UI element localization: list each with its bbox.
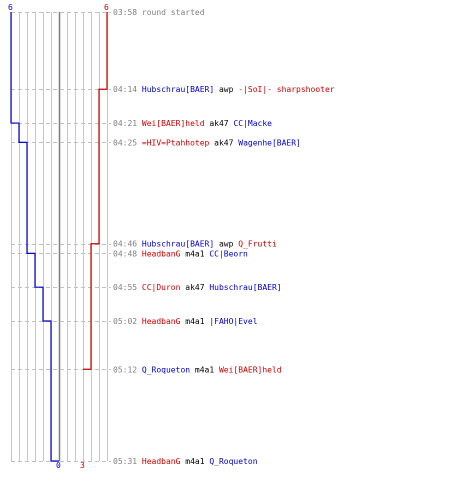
event-text: ak47 [180,283,209,292]
series-start-label: 6 [104,3,109,12]
event-row: 05:02 HeadbanG m4a1 |FAHO|Evel [113,317,258,326]
event-text: CC|Macke [233,119,272,128]
series-end-label: 0 [56,461,61,470]
event-text: CC|Beorn [209,249,248,258]
event-text: m4a1 [180,457,209,466]
event-text: awp [214,85,238,94]
event-row: 04:14 Hubschrau[BAER] awp -|SoI|- sharps… [113,85,335,94]
event-time: 04:14 [113,85,142,94]
event-text: Q_Roqueton [209,457,257,466]
event-row: 04:25 =HIV=Ptahhotep ak47 Wagenhe[BAER] [113,138,301,147]
event-row: 04:46 Hubschrau[BAER] awp Q_Frutti [113,240,277,249]
endpoint-labels: 6 0 6 3 [8,3,109,470]
grid [11,12,108,461]
event-text: -|SoI|- sharpshooter [238,85,335,94]
event-time: 05:02 [113,317,142,326]
event-row: 05:31 HeadbanG m4a1 Q_Roqueton [113,457,258,466]
event-text: CC|Duron [142,283,181,292]
event-text: Wei[BAER]held [219,365,282,374]
event-text: ak47 [209,138,238,147]
event-row: 03:58 round started [113,8,205,17]
event-time: 05:12 [113,365,142,374]
event-log: 03:58 round started 04:14 Hubschrau[BAER]… [113,8,335,466]
event-text: awp [214,240,238,249]
event-text: HeadbanG [142,317,181,326]
event-text: HeadbanG [142,249,181,258]
series-lines [10,12,108,462]
event-text: Hubschrau[BAER] [142,85,214,94]
event-text: Q_Frutti [238,240,277,249]
series-step-line [83,12,108,370]
event-text: Hubschrau[BAER] [209,283,281,292]
event-text: round started [142,8,205,17]
event-row: 04:48 HeadbanG m4a1 CC|Beorn [113,249,248,258]
event-text: Hubschrau[BAER] [142,240,214,249]
event-row: 04:55 CC|Duron ak47 Hubschrau[BAER] [113,283,282,292]
event-text: =HIV=Ptahhotep [142,138,210,147]
event-text: m4a1 [180,317,209,326]
series-step-line [10,12,59,462]
event-text: HeadbanG [142,457,181,466]
event-text: ak47 [205,119,234,128]
event-time: 04:25 [113,138,142,147]
event-time: 03:58 [113,8,142,17]
event-text: Wei[BAER]held [142,119,205,128]
event-time: 04:46 [113,240,142,249]
event-time: 04:55 [113,283,142,292]
event-row: 04:21 Wei[BAER]held ak47 CC|Macke [113,119,272,128]
event-time: 05:31 [113,457,142,466]
series-end-label: 3 [80,461,85,470]
event-text: m4a1 [180,249,209,258]
event-time: 04:21 [113,119,142,128]
event-text: |FAHO|Evel [209,317,257,326]
event-row: 05:12 Q_Roqueton m4a1 Wei[BAER]held [113,365,282,374]
event-time: 04:48 [113,249,142,258]
event-text: m4a1 [190,365,219,374]
series-start-label: 6 [8,3,13,12]
event-guide-lines [11,12,111,462]
event-text: Wagenhe[BAER] [238,138,301,147]
event-text: Q_Roqueton [142,365,190,374]
